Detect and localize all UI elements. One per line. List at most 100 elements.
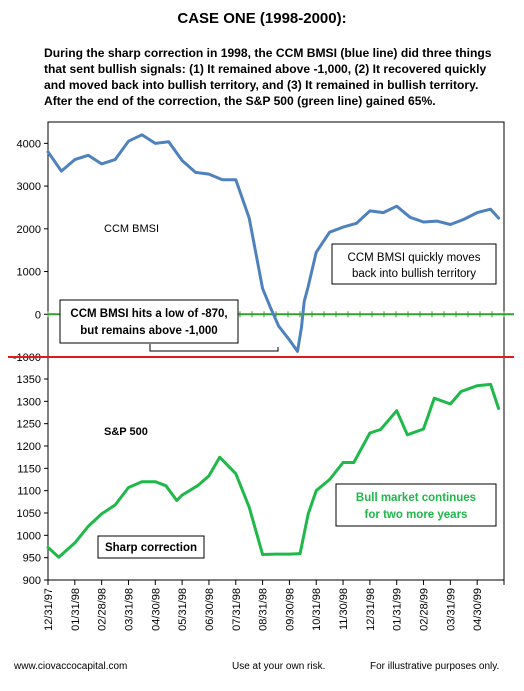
sp500-series-line-point [497, 407, 500, 410]
x-axis-label: 12/31/97 [43, 588, 55, 631]
bmsi-series-line-point [47, 151, 49, 153]
bmsi-series-line-point [489, 208, 492, 210]
x-axis-label: 06/30/98 [204, 588, 216, 631]
risk-footer: Use at your own risk. [232, 661, 326, 672]
callout-recovery-line-2: back into bullish territory [352, 268, 476, 280]
bmsi-series-line-point [497, 217, 500, 219]
bmsi-series-line-point [60, 170, 63, 172]
x-axis-label: 12/31/98 [365, 588, 377, 631]
sp500-series-line-point [100, 513, 103, 515]
sp500-series-line-point [460, 390, 462, 393]
bmsi-series-line-point [328, 231, 331, 234]
x-axis-label: 01/31/99 [392, 588, 404, 631]
bmsi-series-line-point [355, 222, 358, 225]
sp500-y-tick-label: 1100 [17, 486, 41, 498]
bmsi-series-line-point [141, 134, 143, 136]
bmsi-series-line-point [436, 220, 438, 222]
sp500-series-line-point [275, 553, 277, 555]
sp500-y-tick-label: 1050 [17, 508, 41, 520]
bmsi-y-tick-label: 3000 [17, 181, 41, 193]
x-axis-label: 10/31/98 [311, 588, 323, 631]
bmsi-series-line-point [74, 158, 76, 161]
sp500-y-tick-label: 900 [23, 575, 41, 587]
sp500-series-line-point [87, 525, 90, 528]
sp500-y-tick-label: 1300 [17, 396, 41, 408]
bmsi-series-line-point [114, 158, 116, 161]
bmsi-y-tick-label: 0 [35, 309, 41, 321]
sp500-y-tick-label: 1350 [17, 374, 41, 386]
sp500-series-line-point [57, 556, 60, 559]
bmsi-series-line-point [100, 163, 103, 165]
callout-correction-box [97, 535, 205, 559]
x-axis-label: 04/30/99 [472, 588, 484, 631]
sp500-series-line-point [369, 432, 371, 434]
sp500-series-label: S&P 500 [104, 426, 148, 438]
bmsi-series-line-point [342, 226, 344, 228]
sp500-series-line-point [114, 504, 116, 506]
bmsi-series-line-point [181, 159, 183, 162]
x-axis-label: 09/30/98 [284, 588, 296, 631]
bmsi-series-line-point [127, 140, 130, 143]
x-axis-label: 08/31/98 [258, 588, 270, 631]
bmsi-series-line-point [382, 211, 385, 214]
bmsi-series-line-point [422, 221, 425, 223]
sp500-y-tick-label: 1150 [17, 463, 41, 475]
x-axis-label: 03/31/98 [123, 588, 135, 631]
sp500-series-line-point [127, 486, 130, 489]
sp500-series-line-point [449, 403, 452, 405]
bmsi-series-line-point [221, 178, 224, 181]
bmsi-series-line-point [409, 216, 411, 219]
bmsi-series-line-point [288, 339, 291, 341]
intro-paragraph: During the sharp correction in 1998, the… [44, 46, 492, 108]
callout-low-line-2: but remains above -1,000 [80, 325, 217, 337]
bmsi-series-line-point [315, 251, 318, 254]
x-axis-label: 03/31/99 [445, 588, 457, 631]
sp500-series-line-point [433, 397, 436, 400]
bmsi-series-line-point [296, 350, 299, 353]
sp500-y-tick-label: 1250 [17, 419, 41, 431]
sp500-series-line-point [476, 384, 478, 387]
plot-frame [47, 121, 505, 581]
bmsi-series-line-point [248, 217, 250, 219]
sp500-series-line-point [406, 434, 409, 436]
sp500-series-line [46, 382, 501, 559]
bmsi-series-line-point [277, 325, 280, 328]
sp500-series-line-point [379, 428, 382, 431]
sp500-series-line-point [197, 484, 200, 487]
x-axis-label: 04/30/98 [150, 588, 162, 631]
sp500-series-line-point [307, 513, 309, 515]
bmsi-series-line-point [261, 287, 264, 290]
sp500-series-line-point [489, 383, 492, 386]
bmsi-series-line-point [87, 154, 90, 157]
sp500-series-line-point [165, 484, 167, 487]
callout-recovery-box [331, 243, 497, 285]
sp500-series-line-point [395, 409, 398, 412]
bmsi-series-line-point [307, 285, 309, 288]
bmsi-series-line-point [462, 218, 465, 221]
x-axis-label: 02/28/99 [419, 588, 431, 631]
callout-bull-box [335, 483, 497, 527]
callout-bull-line-2: for two more years [365, 509, 468, 521]
sp500-series-line-point [342, 461, 344, 464]
bmsi-series-line-point [303, 300, 305, 303]
website-footer[interactable]: www.ciovaccocapital.com [14, 661, 128, 672]
bmsi-series-line-point [208, 173, 210, 175]
bmsi-series-line-point [300, 326, 303, 328]
disclaimer-footer: For illustrative purposes only. [370, 661, 500, 672]
sp500-series-line-point [175, 499, 178, 502]
x-axis-label: 07/31/98 [231, 588, 243, 631]
callout-low-box [59, 299, 239, 344]
bmsi-series-line-point [369, 210, 371, 212]
bmsi-series-label: CCM BMSI [104, 223, 159, 235]
x-axis-label: 11/30/98 [338, 588, 350, 630]
x-axis-label: 01/31/98 [70, 588, 82, 631]
sp500-series-line-point [74, 542, 76, 544]
bmsi-series-line-point [167, 140, 170, 143]
bmsi-series-line-point [154, 142, 157, 145]
sp500-series-line-point [154, 480, 157, 483]
sp500-series-line-point [299, 552, 301, 555]
x-axis-label: 02/28/98 [97, 588, 109, 631]
sp500-y-tick-label: 1200 [17, 441, 41, 453]
sp500-series-line-point [141, 480, 143, 483]
